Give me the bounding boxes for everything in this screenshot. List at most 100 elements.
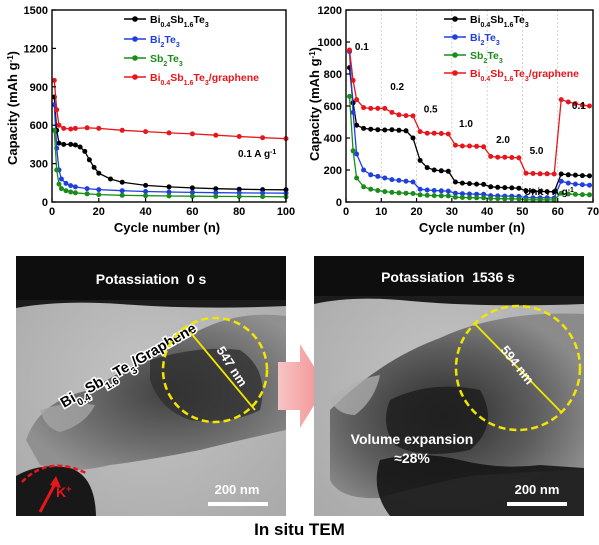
data-point (523, 197, 529, 203)
data-point (558, 171, 564, 177)
data-point (68, 141, 74, 147)
data-point (166, 189, 172, 195)
rate-capability-chart-right: 0 10 20 30 40 50 60 70 0 200 400 600 800 1000 1200 0.1 0… (307, 5, 599, 235)
svg-text:200 nm: 200 nm (515, 482, 560, 497)
data-point (424, 192, 430, 198)
data-point (350, 109, 356, 115)
data-point (467, 195, 472, 201)
data-point (382, 105, 388, 111)
data-point (530, 197, 536, 203)
data-point (558, 190, 564, 196)
data-point (260, 194, 266, 200)
y-tick-label: 1000 (318, 37, 342, 49)
data-point (72, 184, 78, 190)
data-point (396, 112, 402, 118)
tem-image-left (16, 256, 286, 516)
rate-label: 0.2 (390, 82, 404, 93)
data-point (51, 77, 57, 83)
data-point (558, 178, 564, 184)
data-point (260, 190, 266, 196)
data-point (431, 167, 437, 173)
x-tick-label: 60 (186, 206, 198, 218)
y-tick-label: 0 (42, 197, 48, 209)
data-point (572, 172, 578, 178)
data-point (410, 179, 416, 185)
tem-right-dashed-circle (454, 304, 582, 432)
data-point (375, 173, 381, 179)
data-point (368, 172, 374, 178)
data-point (488, 196, 494, 201)
tem-left-scalebar: 200 nm (208, 482, 268, 506)
data-point (558, 97, 564, 103)
data-point (474, 143, 480, 149)
data-point (467, 143, 472, 149)
x-tick-label: 20 (93, 206, 105, 218)
data-point (119, 127, 125, 133)
svg-text:Bi2Te3: Bi2Te3 (470, 32, 500, 47)
y-tick-label: 0 (336, 197, 342, 209)
data-point (213, 193, 219, 199)
rate-label: 0.5 (424, 104, 438, 115)
data-point (544, 189, 550, 195)
data-point (579, 102, 585, 108)
data-point (354, 97, 360, 103)
x-tick-label: 0 (343, 206, 349, 218)
data-point (96, 187, 102, 193)
data-point (551, 171, 557, 177)
data-point (368, 126, 374, 132)
x-tick-label: 80 (233, 206, 245, 218)
data-point (565, 180, 571, 186)
data-point (108, 176, 113, 182)
legend-bst-graphene: Bi0.4Sb1.6Te3/graphene (124, 72, 259, 87)
data-point (445, 188, 451, 194)
data-point (445, 168, 451, 174)
data-point (481, 144, 487, 150)
chart-left-xlabel: Cycle number (n) (114, 220, 220, 235)
data-point (565, 191, 571, 197)
y-tick-label: 800 (324, 69, 342, 81)
data-point (417, 186, 423, 192)
svg-text:Bi0.4Sb1.6Te3/graphene: Bi0.4Sb1.6Te3/graphene (470, 68, 579, 83)
data-point (56, 181, 62, 187)
data-point (84, 186, 90, 192)
y-tick-label: 900 (30, 82, 48, 94)
data-point (474, 191, 480, 197)
data-point (396, 127, 402, 133)
data-point (347, 93, 352, 99)
data-point (572, 101, 578, 107)
data-point (63, 188, 69, 194)
data-point (459, 143, 465, 149)
data-point (474, 181, 480, 187)
x-tick-label: 50 (516, 206, 528, 218)
y-tick-label: 1200 (318, 5, 342, 17)
data-point (551, 197, 557, 203)
data-point (516, 196, 522, 202)
data-point (523, 170, 529, 176)
data-point (431, 130, 437, 136)
data-point (72, 142, 78, 148)
y-tick-label: 1200 (24, 43, 48, 55)
tem-right-diameter-line (473, 322, 563, 414)
data-point (452, 194, 458, 200)
data-point (579, 173, 585, 179)
data-point (389, 177, 395, 183)
data-point (51, 127, 57, 133)
legend-bst-graphene: Bi0.4Sb1.6Te3/graphene (444, 68, 579, 83)
data-point (488, 153, 494, 159)
data-point (119, 188, 125, 194)
chart-left-rate-annotation: 0.1 A g-1 (238, 149, 276, 161)
tem-right-volume-label: Volume expansion (351, 431, 474, 447)
data-point (354, 122, 360, 128)
data-point (84, 191, 90, 197)
data-point (86, 157, 92, 163)
data-point (260, 135, 266, 141)
rate-label: 5.0 (530, 146, 544, 157)
data-point (502, 196, 508, 202)
data-point (347, 47, 352, 53)
data-point (587, 192, 592, 198)
data-point (438, 188, 444, 194)
data-point (236, 190, 242, 196)
plot-frame (51, 9, 287, 203)
data-point (417, 129, 423, 135)
data-point (424, 165, 430, 171)
